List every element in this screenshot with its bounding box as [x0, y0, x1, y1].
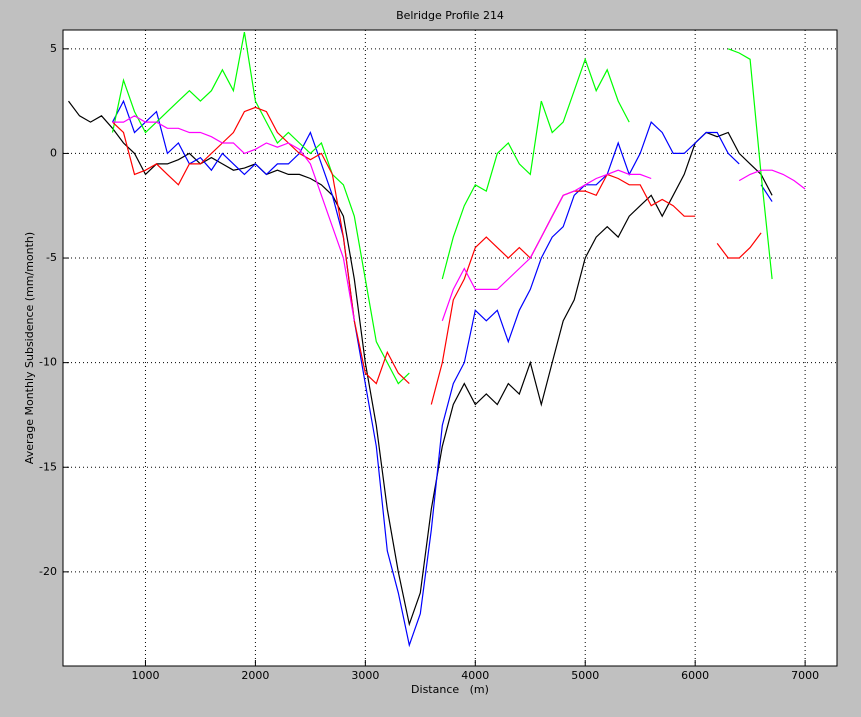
- y-tick-label: -20: [39, 565, 57, 578]
- y-tick-label: -10: [39, 356, 57, 369]
- y-tick-label: 0: [50, 146, 57, 159]
- x-axis-label: Distance (m): [411, 683, 489, 696]
- series-line: [112, 115, 806, 321]
- series-line: [68, 100, 773, 627]
- y-axis-label: Average Monthly Subsidence (mm/month): [23, 232, 36, 464]
- x-tick-label: 7000: [791, 669, 819, 682]
- x-tick-label: 2000: [241, 669, 269, 682]
- x-tick-label: 4000: [461, 669, 489, 682]
- plot-area: [63, 30, 837, 666]
- x-tick-label: 1000: [131, 669, 159, 682]
- x-tick-label: 3000: [351, 669, 379, 682]
- axes-box: [62, 29, 838, 667]
- x-tick-label: 6000: [681, 669, 709, 682]
- y-tick-label: -15: [39, 460, 57, 473]
- chart-title: Belridge Profile 214: [396, 9, 504, 22]
- series-line: [111, 31, 773, 385]
- y-tick-label: -5: [46, 251, 57, 264]
- y-tick-label: 5: [50, 42, 57, 55]
- x-tick-label: 5000: [571, 669, 599, 682]
